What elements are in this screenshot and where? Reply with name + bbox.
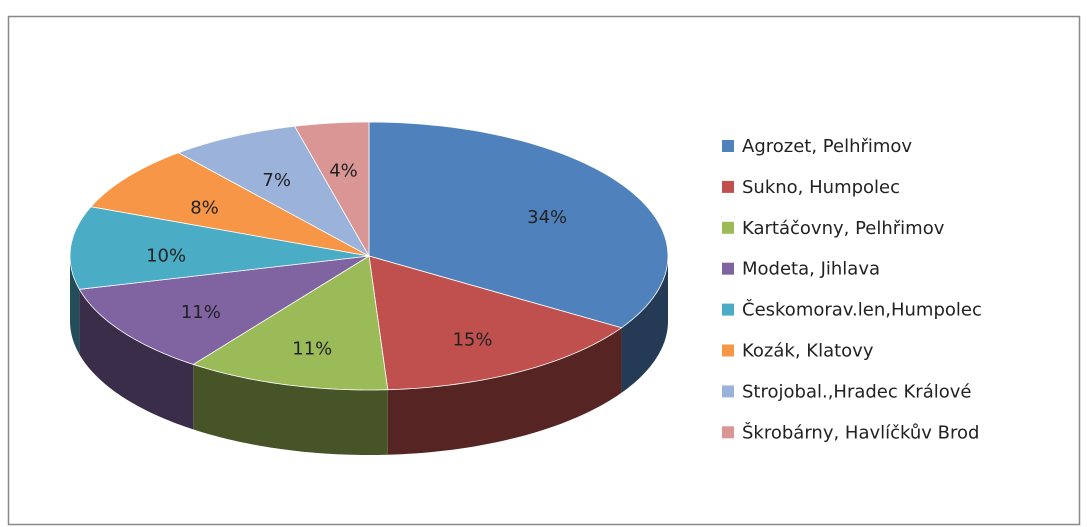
legend-label: Kozák, Klatovy (742, 341, 874, 362)
data-label: 8% (190, 197, 219, 218)
legend-swatch (722, 221, 734, 234)
pie-slice (69, 206, 370, 290)
legend-swatch (722, 426, 734, 439)
pie-slice (78, 255, 370, 365)
legend-label: Sukno, Humpolec (742, 177, 900, 198)
legend-label: Agrozet, Pelhřimov (742, 136, 912, 157)
legend-swatch (722, 385, 734, 398)
legend-swatch (722, 140, 734, 152)
data-label: 7% (262, 170, 291, 191)
legend-label: Českomorav.len,Humpolec (742, 299, 982, 321)
legend-swatch (722, 344, 734, 357)
legend-label: Škrobárny, Havlíčkův Brod (742, 421, 979, 443)
data-label: 11% (292, 339, 332, 360)
data-label: 34% (527, 207, 567, 228)
data-label: 4% (329, 161, 358, 182)
data-label: 10% (146, 245, 186, 266)
pie-slice (368, 255, 623, 391)
pie-slice (293, 121, 370, 258)
legend-swatch (722, 180, 734, 193)
pie-side (387, 327, 622, 455)
legend-label: Modeta, Jihlava (742, 259, 880, 280)
data-label: 11% (181, 302, 221, 323)
legend-swatch (722, 262, 734, 275)
pie-slice (90, 152, 370, 257)
legend-label: Kartáčovny, Pelhřimov (742, 218, 945, 239)
pie-slice (192, 255, 389, 391)
data-label: 15% (452, 329, 492, 350)
pie-slice (177, 125, 371, 258)
pie-side (70, 256, 80, 355)
pie-slice (368, 121, 669, 329)
pie-side (79, 289, 194, 430)
legend-swatch (722, 303, 734, 316)
legend-label: Strojobal.,Hradec Králové (742, 381, 971, 402)
pie-side (193, 364, 388, 455)
pie-side (621, 256, 668, 393)
